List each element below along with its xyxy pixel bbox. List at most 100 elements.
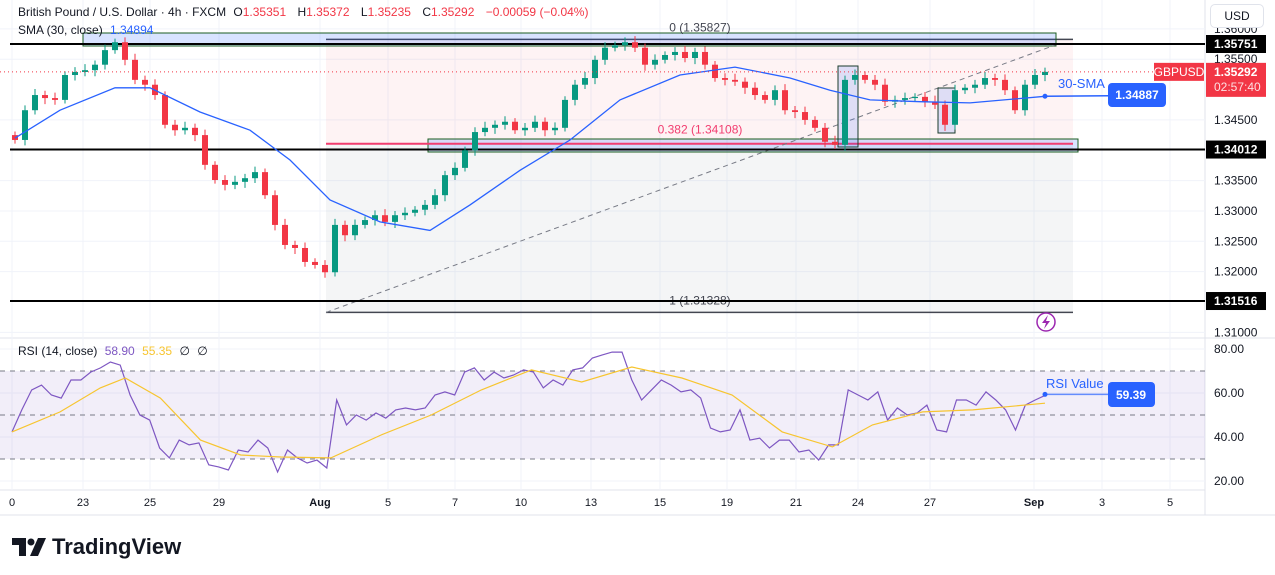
candle-body: [542, 121, 548, 131]
candle-body: [982, 78, 988, 85]
candle-body: [112, 42, 118, 51]
candle-body: [202, 135, 208, 165]
candle-body: [322, 264, 328, 273]
candle-body: [962, 87, 968, 91]
rsi-legend[interactable]: RSI (14, close) 58.90 55.35 ∅ ∅: [18, 344, 212, 358]
candle-body: [602, 47, 608, 60]
candle-body: [722, 78, 728, 80]
candle-body: [302, 247, 308, 262]
candle-body: [822, 127, 828, 142]
candle-body: [492, 124, 498, 128]
candle-body: [312, 261, 318, 265]
price-tick-label: 1.35500: [1214, 52, 1258, 66]
candle-body: [642, 47, 648, 65]
price-tick-label: 1.33000: [1214, 204, 1258, 218]
time-tick-label: 29: [213, 497, 225, 509]
tradingview-logo[interactable]: TradingView: [12, 534, 181, 560]
lightning-icon: [1042, 315, 1050, 329]
candle-body: [52, 98, 58, 100]
candle-body: [582, 78, 588, 85]
sma-annotation-text: 30-SMA: [1058, 76, 1105, 91]
level-price-tag: [1206, 35, 1266, 53]
symbol-tag: [1154, 62, 1204, 81]
symbol-title: British Pound / U.S. Dollar · 4h · FXCM: [18, 5, 227, 19]
trend-line: [325, 43, 1059, 313]
candle-body: [672, 51, 678, 55]
rsi-legend-value: 58.90: [104, 344, 135, 358]
high-label: H: [297, 5, 307, 19]
candle-body: [432, 195, 438, 205]
candle-body: [972, 84, 978, 88]
close-label: C: [422, 5, 431, 19]
time-tick-label: 27: [924, 497, 936, 509]
candle-body: [102, 50, 108, 65]
sma-line: [14, 66, 1046, 232]
candle-body: [612, 45, 618, 48]
rsi-legend-extra-1: ∅: [179, 344, 190, 358]
candle-body: [62, 75, 68, 100]
rsi-callout-dot: [1042, 391, 1048, 397]
time-tick-label: 10: [515, 497, 527, 509]
change-value: −0.00059 (−0.04%): [485, 5, 589, 19]
candle-body: [272, 195, 278, 225]
rsi-annotation-text: RSI Value: [1046, 376, 1104, 391]
candle-body: [382, 215, 388, 222]
candle-body: [292, 244, 298, 248]
candle-body: [662, 54, 668, 60]
low-number: 1.35235: [367, 5, 411, 19]
candle-body: [862, 75, 868, 80]
price-tick-label: 1.33500: [1214, 174, 1258, 188]
candle-body: [932, 101, 938, 105]
open-value: O1.35351: [233, 5, 290, 19]
candle-body: [212, 164, 218, 181]
candle-body: [902, 98, 908, 100]
candle-body: [712, 64, 718, 79]
time-tick-label: 23: [77, 497, 89, 509]
candle-body: [442, 175, 448, 196]
high-value: H1.35372: [297, 5, 353, 19]
sma-legend-value: 1.34894: [110, 23, 154, 37]
candle-body: [412, 209, 418, 213]
rsi-value-label: 59.39: [1116, 388, 1146, 402]
rsi-legend-extra-2: ∅: [197, 344, 208, 358]
last-price-label: 1.35292: [1214, 65, 1258, 79]
rsi-value-badge: [1108, 382, 1155, 407]
time-tick-label: 13: [585, 497, 597, 509]
candle-body: [32, 95, 38, 111]
candle-body: [882, 84, 888, 102]
price-tick-label: 1.32500: [1214, 234, 1258, 248]
candle-body: [192, 127, 198, 136]
symbol-legend: British Pound / U.S. Dollar · 4h · FXCM …: [18, 5, 592, 19]
candle-body: [592, 59, 598, 79]
candle-body: [372, 215, 378, 221]
level-price-label: 1.35751: [1214, 37, 1258, 51]
fib-zone-upper: [326, 39, 1073, 144]
close-number: 1.35292: [430, 5, 475, 19]
time-tick-label: 21: [790, 497, 802, 509]
candle-body: [422, 204, 428, 210]
candle-body: [82, 70, 88, 72]
sma-legend[interactable]: SMA (30, close) 1.34894: [18, 23, 157, 37]
candle-body: [682, 51, 688, 59]
price-tick-label: 1.31000: [1214, 325, 1258, 339]
time-tick-label: Aug: [309, 497, 330, 509]
time-tick-label: 24: [852, 497, 864, 509]
candle-body: [632, 42, 638, 48]
candle-body: [1042, 71, 1048, 76]
candle-body: [952, 90, 958, 125]
candle-body: [992, 78, 998, 80]
candle-body: [622, 42, 628, 46]
resistance-zone: [82, 32, 1057, 47]
candle-body: [132, 59, 138, 80]
sma-legend-label: SMA (30, close): [18, 23, 103, 37]
candle-body: [352, 224, 358, 236]
candle-body: [362, 220, 368, 225]
currency-button[interactable]: USD: [1210, 4, 1264, 28]
candle-body: [812, 119, 818, 128]
candle-body: [142, 79, 148, 85]
candle-body: [242, 178, 248, 182]
candle-body: [652, 59, 658, 65]
tradingview-logo-icon: [12, 538, 46, 556]
candle-body: [522, 127, 528, 131]
